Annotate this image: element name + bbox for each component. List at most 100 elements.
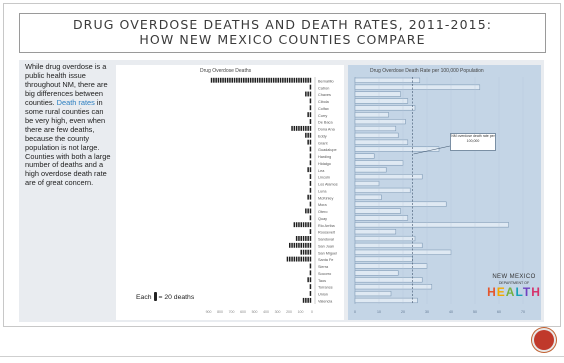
death-icon-mark: [305, 242, 307, 248]
death-icon-mark: [298, 256, 300, 262]
intro-text-part-2: in some rural counties can be very high,…: [25, 97, 111, 188]
deaths-category-label: Taos: [318, 279, 326, 283]
death-icon-mark: [259, 77, 261, 83]
death-icon-mark: [222, 77, 224, 83]
death-icon-mark: [309, 242, 312, 248]
logo-letter: L: [515, 285, 523, 299]
rates-chart-title: Drug Overdose Death Rate per 100,000 Pop…: [370, 68, 484, 74]
rates-tick-label: 30: [425, 310, 429, 314]
deaths-category-label: Sandoval: [318, 238, 334, 242]
deaths-category-label: Rio Arriba: [318, 224, 336, 228]
deaths-chart-panel: [116, 65, 344, 320]
deaths-category-label: Bernalillo: [318, 79, 334, 83]
rate-bar: [354, 284, 433, 290]
deaths-category-label: Grant: [318, 141, 328, 145]
death-icon-mark: [270, 77, 273, 83]
rate-bar: [354, 215, 409, 221]
death-icon-mark: [309, 91, 312, 97]
death-icon-mark: [309, 77, 312, 83]
rate-bar: [354, 201, 447, 207]
rate-bar: [354, 174, 423, 180]
deaths-category-label: Otero: [318, 210, 328, 214]
death-icon-mark: [302, 242, 305, 248]
rate-bar: [354, 153, 375, 159]
deaths-chart-title: Drug Overdose Deaths: [200, 68, 252, 74]
death-icon-mark: [220, 77, 222, 83]
death-icon-mark: [307, 77, 309, 83]
deaths-category-label: Colfax: [318, 107, 329, 111]
logo-word: HEALTH: [487, 286, 541, 299]
death-icon-mark: [309, 84, 312, 90]
death-icon-mark: [309, 236, 312, 241]
deaths-tick-label: 900: [206, 310, 212, 314]
death-icon-mark: [284, 77, 286, 83]
rate-bar: [354, 119, 406, 125]
death-icon-mark: [309, 201, 312, 207]
death-icon-mark: [309, 167, 312, 173]
rate-bar: [354, 112, 389, 118]
death-icon-mark: [298, 77, 300, 83]
death-icon-mark: [309, 277, 312, 283]
death-icon-mark: [252, 77, 254, 83]
death-icon-mark: [210, 77, 213, 83]
deaths-tick-label: 700: [229, 310, 235, 314]
rate-bar: [354, 84, 481, 90]
deaths-category-label: Curry: [318, 114, 327, 118]
death-icon-mark: [307, 242, 309, 248]
rate-bar: [354, 146, 440, 152]
death-icon-mark: [305, 77, 307, 83]
death-rates-highlight: Death rates: [56, 97, 95, 107]
rate-bar: [354, 167, 387, 173]
death-icon-mark: [305, 297, 307, 303]
death-icon-mark: [309, 98, 312, 104]
rate-bar: [354, 242, 423, 249]
death-icon-mark: [300, 236, 302, 241]
rates-tick-label: 70: [521, 310, 525, 314]
deaths-tick-label: 300: [275, 310, 281, 314]
intro-text: While drug overdose is a public health i…: [25, 62, 113, 188]
death-icon-mark: [309, 119, 312, 124]
intro-text-part-1: While drug overdose is a public health i…: [25, 62, 108, 107]
deaths-category-label: Guadalupe: [318, 148, 337, 152]
death-icon-mark: [302, 125, 305, 131]
legend-prefix: Each: [136, 294, 152, 301]
death-icon-mark: [307, 222, 309, 228]
rate-bar: [354, 229, 397, 235]
death-icon-mark: [307, 132, 309, 138]
death-icon-mark: [305, 91, 307, 97]
death-icon-mark: [307, 256, 309, 262]
death-icon-mark: [277, 77, 279, 83]
death-icon-mark: [275, 77, 277, 83]
rates-tick-label: 20: [401, 310, 405, 314]
death-icon-mark: [309, 160, 312, 166]
death-icon-mark: [309, 297, 312, 303]
death-icon-mark: [295, 222, 298, 228]
death-icon-mark: [293, 256, 296, 262]
rate-bar: [354, 187, 411, 193]
death-icon-mark: [309, 229, 312, 235]
death-icon-mark: [309, 180, 312, 186]
rates-tick-label: 40: [449, 310, 453, 314]
deaths-category-label: Lincoln: [318, 176, 330, 180]
death-icon-mark: [213, 77, 215, 83]
rate-bar: [354, 125, 397, 132]
death-icon-mark: [309, 125, 312, 131]
death-icon-mark: [261, 77, 263, 83]
title-line-2: HOW NEW MEXICO COUNTIES COMPARE: [139, 32, 426, 47]
deaths-category-label: Mora: [318, 203, 328, 207]
rate-bar: [354, 270, 399, 276]
next-slide-button[interactable]: [534, 330, 554, 350]
death-icon-mark: [307, 125, 309, 131]
death-icon-mark: [309, 112, 312, 118]
death-icon-mark: [286, 256, 289, 262]
rate-bar: [354, 91, 401, 97]
deaths-category-label: San Juan: [318, 244, 334, 248]
deaths-tick-label: 800: [217, 310, 223, 314]
logo-letter: H: [531, 285, 541, 299]
deaths-category-label: Dona Ana: [318, 128, 336, 132]
death-icon-mark: [291, 242, 293, 248]
death-icon-mark: [307, 139, 309, 145]
death-icon-mark: [233, 77, 236, 83]
deaths-category-label: Lea: [318, 169, 325, 173]
